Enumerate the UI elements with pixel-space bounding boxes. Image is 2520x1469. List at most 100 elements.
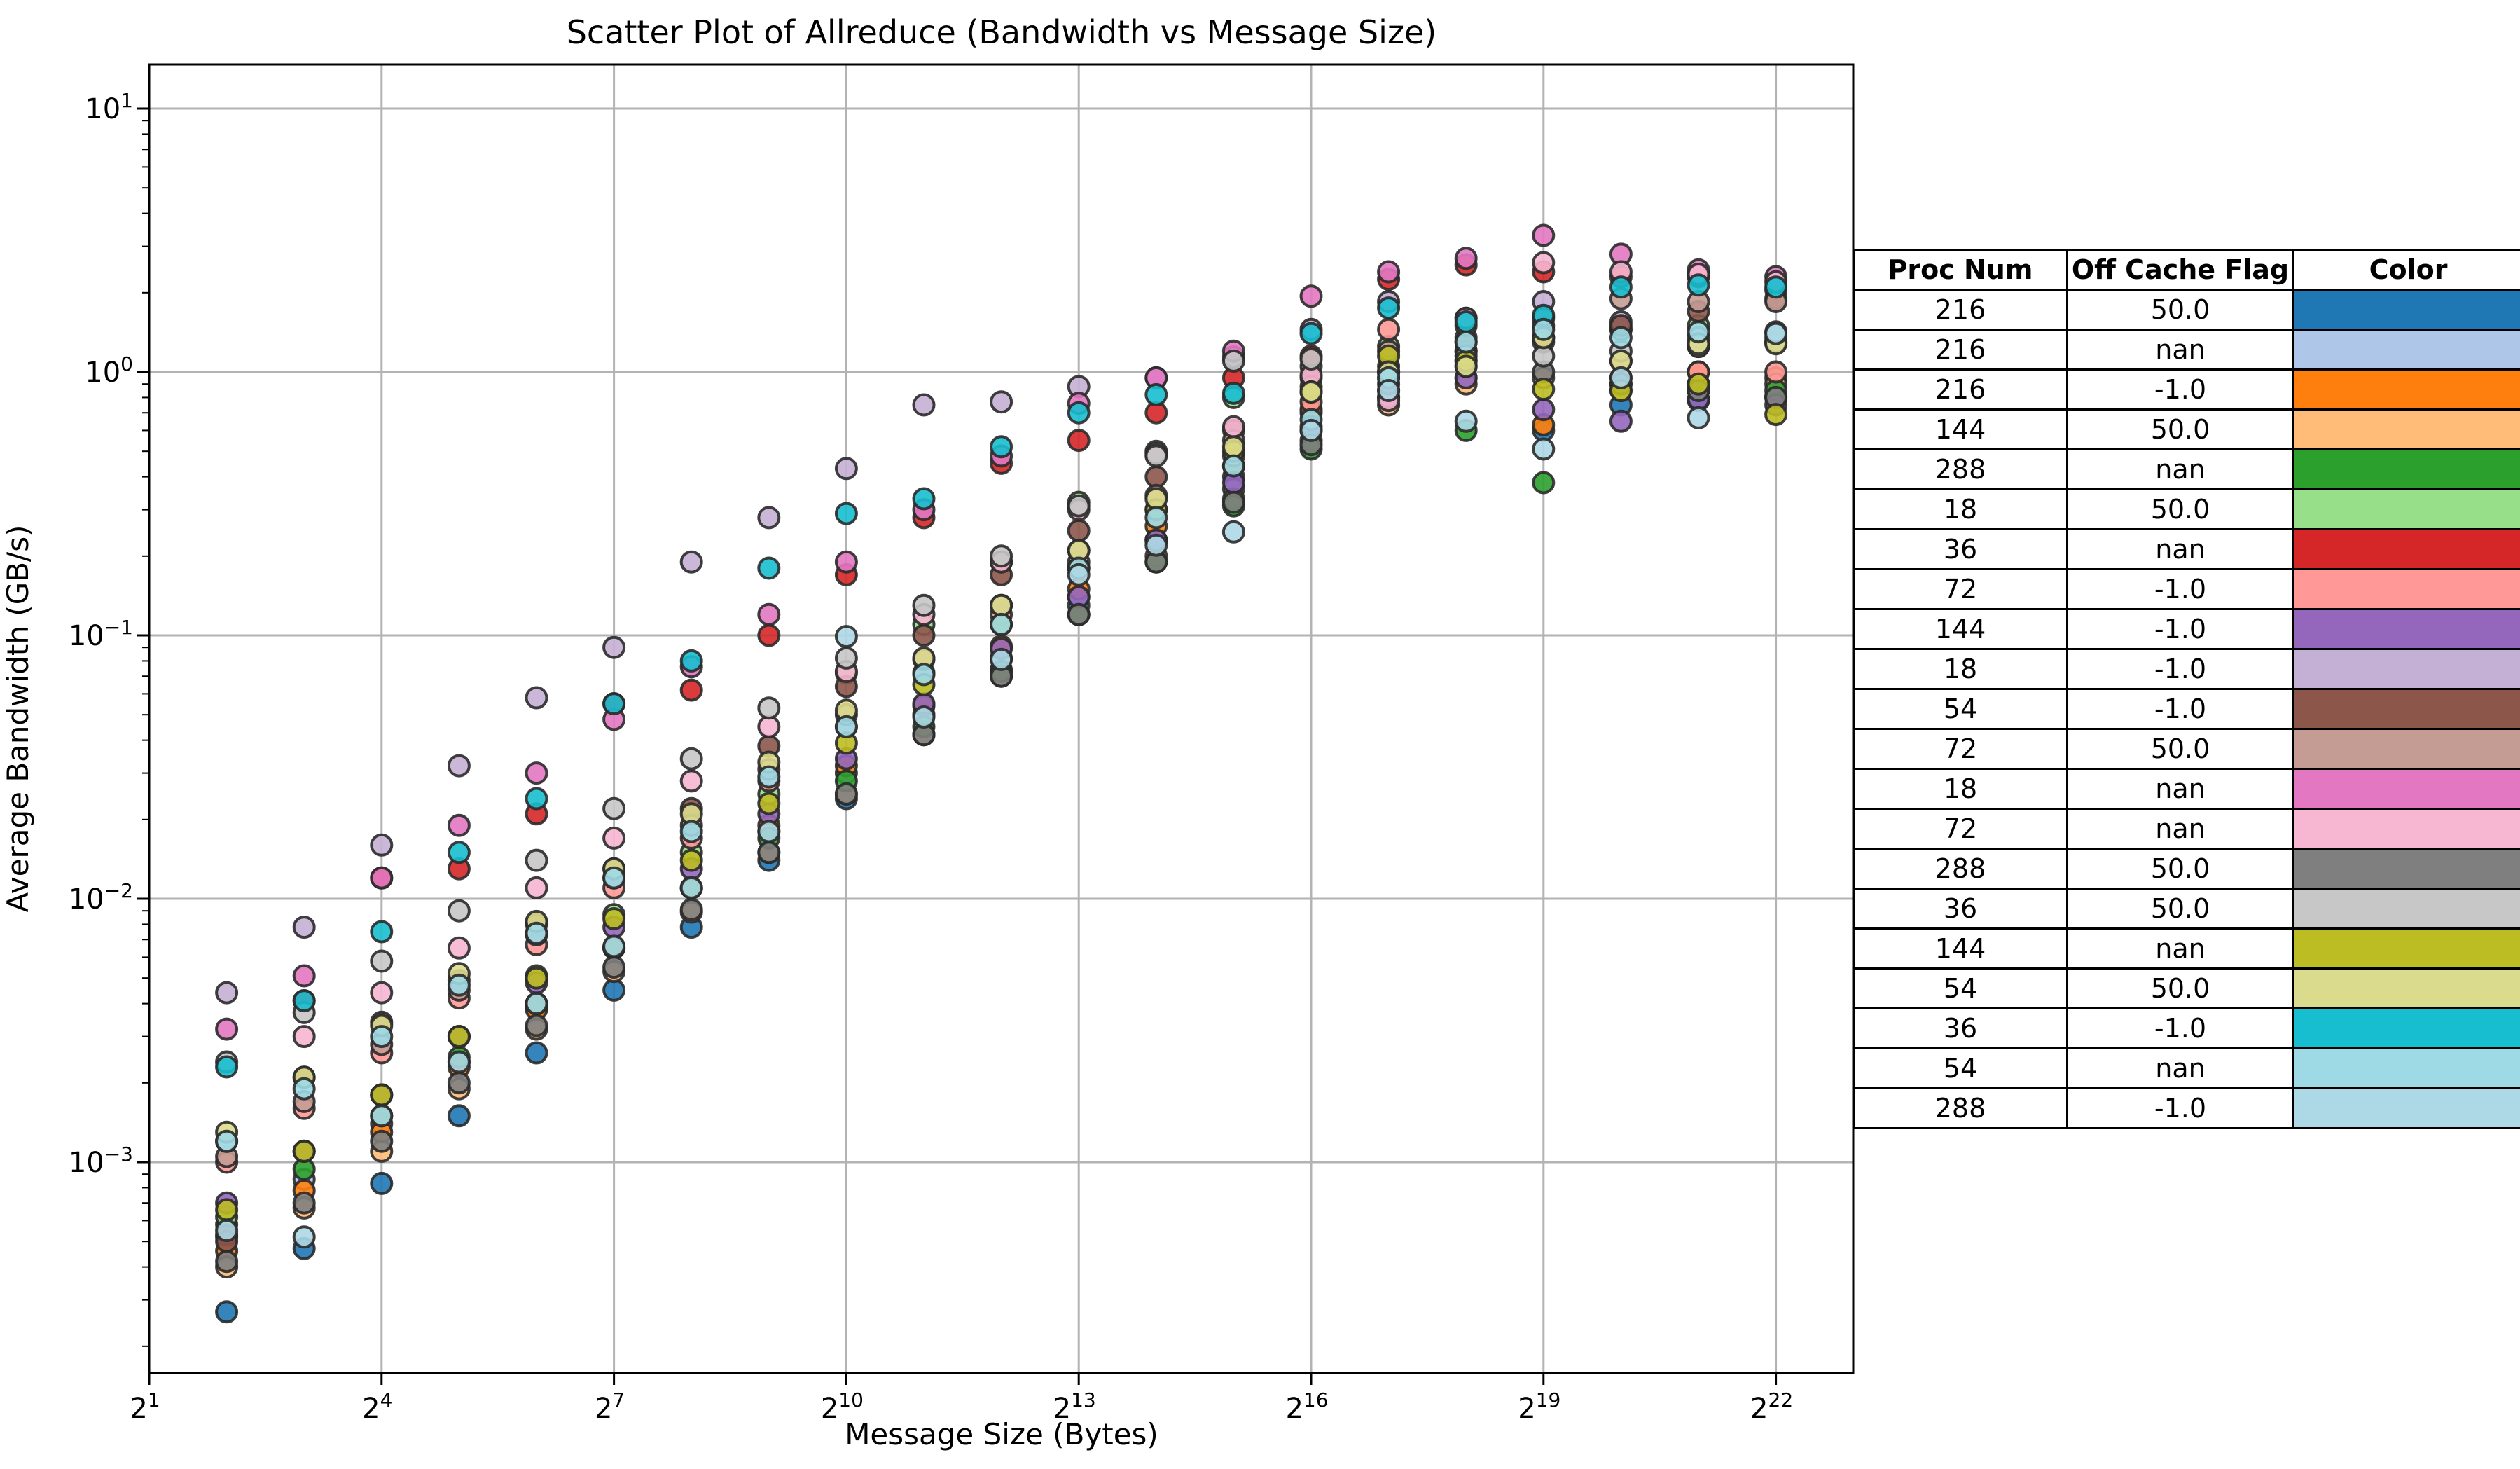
table-row: 72 -1.0 — [1853, 568, 2520, 610]
data-point — [1067, 602, 1091, 626]
data-point — [602, 692, 626, 716]
x-tick-label-2^16: 216 — [1285, 1388, 1328, 1425]
legend-proc-num: 216 — [1853, 289, 2068, 331]
data-point — [1377, 260, 1401, 284]
data-point — [1299, 322, 1323, 345]
data-point — [525, 876, 548, 899]
data-point — [370, 866, 394, 890]
legend-color-swatch — [2292, 848, 2520, 890]
table-row: 216 -1.0 — [1853, 368, 2520, 411]
data-point — [525, 966, 548, 990]
data-point — [757, 696, 781, 720]
data-point — [1299, 380, 1323, 404]
table-row: 144 nan — [1853, 927, 2520, 970]
data-point — [1221, 490, 1245, 514]
legend-proc-num: 72 — [1853, 728, 2068, 770]
data-point — [679, 848, 703, 872]
data-point — [1299, 347, 1323, 371]
data-point — [602, 978, 626, 1002]
scatter-points — [215, 223, 1788, 1324]
data-point — [370, 833, 394, 857]
data-point — [912, 705, 936, 729]
legend-header-proc-num: Proc Num — [1853, 249, 2068, 291]
legend-proc-num: 18 — [1853, 768, 2068, 810]
data-point — [679, 820, 703, 843]
data-point — [1532, 251, 1556, 275]
data-point — [215, 1055, 239, 1079]
y-tick-label-10^-1: 10−1 — [69, 616, 133, 652]
data-point — [1144, 533, 1168, 557]
legend-table: Proc Num Off Cache Flag Color 216 50.0 216… — [1853, 249, 2520, 1129]
data-point — [370, 920, 394, 944]
legend-off-cache-flag: 50.0 — [2066, 488, 2294, 530]
data-point — [525, 761, 548, 785]
legend-color-swatch — [2292, 1007, 2520, 1049]
x-tick-label-2^7: 27 — [595, 1388, 625, 1425]
data-point — [447, 899, 471, 923]
data-point — [525, 921, 548, 945]
data-point — [757, 841, 781, 864]
legend-color-swatch — [2292, 808, 2520, 850]
data-point — [757, 602, 781, 626]
data-point — [1454, 247, 1478, 270]
x-tick-label-2^1: 21 — [130, 1388, 160, 1425]
data-point — [1764, 360, 1788, 384]
legend-off-cache-flag: nan — [2066, 448, 2294, 490]
data-point — [1532, 437, 1556, 461]
legend-color-swatch — [2292, 408, 2520, 450]
data-point — [525, 1041, 548, 1065]
data-point — [292, 916, 316, 939]
data-point — [1687, 372, 1710, 396]
legend-proc-num: 288 — [1853, 448, 2068, 490]
data-point — [525, 787, 548, 811]
legend-off-cache-flag: 50.0 — [2066, 848, 2294, 890]
legend-proc-num: 144 — [1853, 408, 2068, 450]
data-point — [447, 1104, 471, 1128]
data-point — [602, 956, 626, 979]
data-point — [1764, 403, 1788, 427]
table-row: 216 50.0 — [1853, 289, 2520, 331]
data-point — [1454, 330, 1478, 354]
data-point — [1221, 435, 1245, 459]
data-point — [447, 841, 471, 864]
data-point — [215, 1300, 239, 1324]
legend-color-swatch — [2292, 608, 2520, 650]
data-point — [370, 1083, 394, 1107]
x-tick-label-2^4: 24 — [362, 1388, 392, 1425]
data-point — [292, 1025, 316, 1049]
legend-off-cache-flag: 50.0 — [2066, 728, 2294, 770]
data-point — [1609, 366, 1633, 389]
table-row: 288 -1.0 — [1853, 1087, 2520, 1129]
legend-off-cache-flag: nan — [2066, 927, 2294, 970]
legend-color-swatch — [2292, 289, 2520, 331]
data-point — [602, 635, 626, 659]
y-tick-label-10^-3: 10−3 — [69, 1143, 133, 1179]
data-point — [292, 989, 316, 1013]
data-point — [525, 848, 548, 872]
x-tick-label-2^22: 222 — [1750, 1388, 1793, 1425]
data-point — [679, 769, 703, 793]
legend-proc-num: 72 — [1853, 808, 2068, 850]
series-288--1.0 — [215, 322, 1788, 1249]
data-point — [757, 765, 781, 789]
data-point — [525, 686, 548, 710]
legend-proc-num: 36 — [1853, 1007, 2068, 1049]
data-point — [1067, 494, 1091, 518]
legend-proc-num: 144 — [1853, 608, 2068, 650]
data-point — [447, 1071, 471, 1095]
data-point — [990, 647, 1013, 671]
data-point — [602, 826, 626, 850]
legend-header-color: Color — [2292, 249, 2520, 291]
data-point — [447, 973, 471, 997]
data-point — [834, 550, 858, 574]
data-point — [602, 934, 626, 958]
data-point — [447, 754, 471, 778]
data-point — [215, 1129, 239, 1153]
data-point — [1687, 273, 1710, 297]
data-point — [1532, 398, 1556, 422]
legend-color-swatch — [2292, 368, 2520, 411]
table-row: 54 -1.0 — [1853, 688, 2520, 730]
legend-off-cache-flag: -1.0 — [2066, 648, 2294, 690]
